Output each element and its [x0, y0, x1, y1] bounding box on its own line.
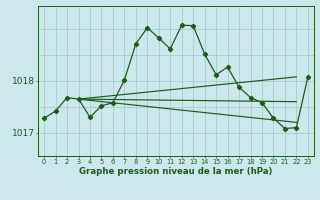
X-axis label: Graphe pression niveau de la mer (hPa): Graphe pression niveau de la mer (hPa) [79, 167, 273, 176]
